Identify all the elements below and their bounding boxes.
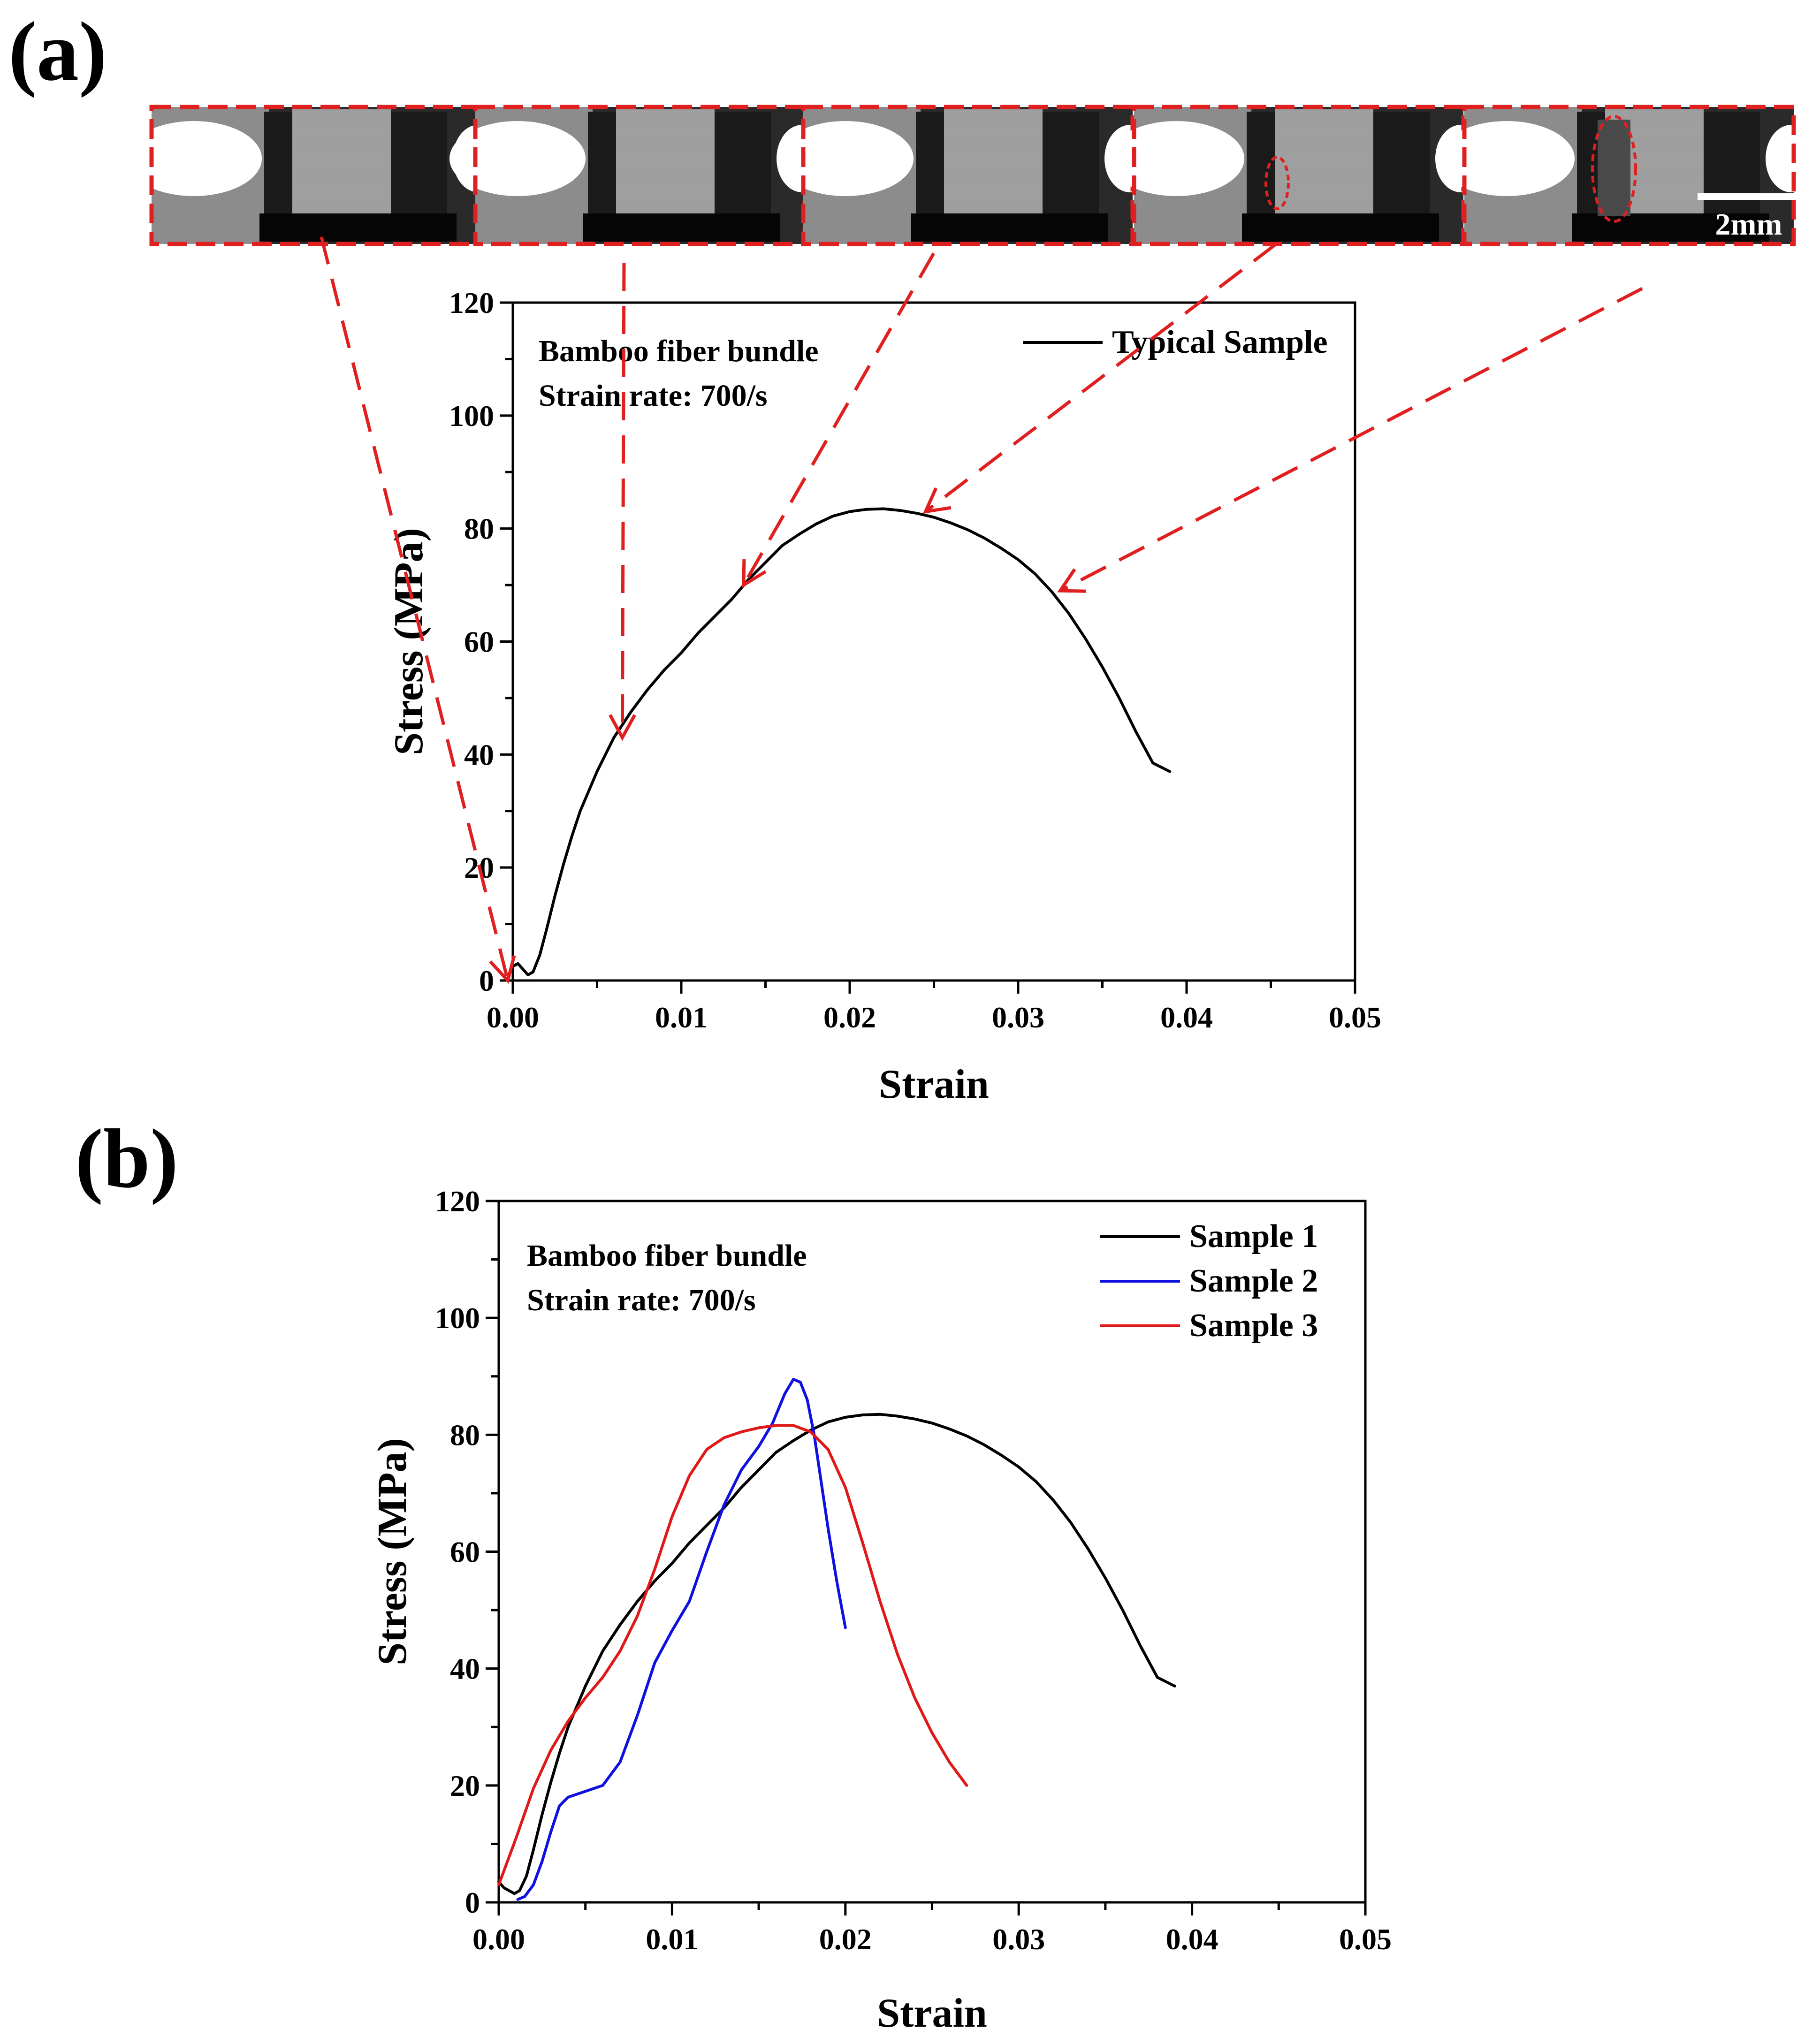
y-tick-label: 100 bbox=[449, 399, 494, 433]
camera-frame-strip bbox=[126, 105, 1817, 246]
series-line-sample-2 bbox=[516, 1378, 847, 1901]
frame-shadow bbox=[911, 213, 1108, 242]
x-tick-label: 0.01 bbox=[646, 1923, 698, 1956]
y-tick-label: 120 bbox=[449, 286, 494, 319]
x-axis-title: Strain bbox=[879, 1062, 989, 1107]
camera-frame bbox=[1108, 105, 1487, 246]
frame-shadow bbox=[259, 213, 457, 242]
crack-region bbox=[1598, 120, 1630, 216]
pointer-arrow-line bbox=[924, 243, 1278, 513]
chart-a: 0.000.010.020.030.040.05020406080100120S… bbox=[386, 286, 1381, 1107]
y-tick-label: 60 bbox=[450, 1535, 480, 1569]
x-tick-label: 0.00 bbox=[487, 1001, 539, 1034]
legend-entry: Typical Sample bbox=[1112, 324, 1328, 360]
frame-glare bbox=[449, 121, 586, 196]
pointer-arrow-line bbox=[620, 262, 626, 738]
y-tick-label: 100 bbox=[435, 1301, 480, 1335]
specimen-texture bbox=[292, 109, 391, 213]
pointer-arrow-line bbox=[1059, 287, 1643, 593]
y-axis-title: Stress (MPa) bbox=[370, 1438, 415, 1665]
y-tick-label: 0 bbox=[479, 964, 494, 997]
chart-annotation-line: Strain rate: 700/s bbox=[527, 1283, 756, 1317]
chart-annotation-line: Bamboo fiber bundle bbox=[539, 334, 819, 368]
frame-dashed-border bbox=[1462, 105, 1796, 246]
x-tick-label: 0.00 bbox=[472, 1923, 525, 1956]
frame-glare bbox=[1766, 125, 1817, 192]
crack-marker bbox=[1264, 156, 1290, 210]
x-tick-label: 0.02 bbox=[823, 1001, 876, 1034]
camera-frame bbox=[126, 105, 504, 246]
x-axis-title: Strain bbox=[877, 1991, 987, 2036]
series-line-sample-3 bbox=[497, 1424, 968, 1886]
series-line-typical-sample bbox=[511, 507, 1172, 976]
y-tick-label: 120 bbox=[435, 1185, 480, 1218]
frame-glare bbox=[1108, 121, 1244, 196]
specimen-texture bbox=[1275, 109, 1373, 213]
y-tick-label: 60 bbox=[464, 625, 494, 659]
scale-bar-label: 2mm bbox=[1715, 207, 1782, 242]
frame-pointer-arrows bbox=[320, 236, 1643, 984]
x-tick-label: 0.05 bbox=[1329, 1001, 1381, 1034]
frame-glare bbox=[1439, 121, 1575, 196]
x-tick-label: 0.02 bbox=[819, 1923, 872, 1956]
pointer-arrow-line bbox=[742, 252, 936, 586]
y-tick-label: 40 bbox=[464, 738, 494, 771]
frame-shadow bbox=[583, 213, 780, 242]
frame-shadow bbox=[1242, 213, 1439, 242]
fracture-marker bbox=[1591, 115, 1637, 223]
camera-frame bbox=[777, 105, 1156, 246]
pointer-arrow-head bbox=[489, 955, 516, 984]
frame-glare bbox=[777, 121, 914, 196]
pointer-arrow-head bbox=[609, 714, 636, 741]
y-tick-label: 40 bbox=[450, 1652, 480, 1686]
x-tick-label: 0.03 bbox=[992, 1923, 1045, 1956]
y-tick-label: 0 bbox=[465, 1886, 480, 1919]
y-axis-title: Stress (MPa) bbox=[386, 528, 432, 755]
y-tick-label: 20 bbox=[450, 1769, 480, 1802]
x-tick-label: 0.01 bbox=[655, 1001, 708, 1034]
pointer-arrow-head bbox=[742, 559, 767, 588]
legend-entry: Sample 3 bbox=[1189, 1307, 1318, 1344]
panel-a-label: (a) bbox=[8, 5, 107, 98]
pointer-arrow-head bbox=[922, 487, 952, 514]
y-tick-label: 80 bbox=[464, 512, 494, 546]
x-tick-label: 0.04 bbox=[1160, 1001, 1213, 1034]
chart-annotation-line: Bamboo fiber bundle bbox=[527, 1239, 807, 1273]
camera-frame bbox=[449, 105, 828, 246]
legend-entry: Sample 2 bbox=[1189, 1263, 1318, 1299]
specimen-texture bbox=[944, 109, 1043, 213]
pointer-arrow-head bbox=[1057, 568, 1086, 593]
x-tick-label: 0.03 bbox=[992, 1001, 1044, 1034]
scale-bar-line bbox=[1698, 193, 1800, 200]
x-tick-label: 0.04 bbox=[1166, 1923, 1218, 1956]
legend-entry: Sample 1 bbox=[1189, 1218, 1318, 1254]
scale-bar: 2mm bbox=[1698, 193, 1800, 242]
chart-annotation-line: Strain rate: 700/s bbox=[539, 379, 768, 413]
y-tick-label: 80 bbox=[450, 1418, 480, 1452]
series-line-sample-1 bbox=[497, 1413, 1176, 1895]
x-tick-label: 0.05 bbox=[1339, 1923, 1392, 1956]
specimen-texture bbox=[616, 109, 715, 213]
frame-glare bbox=[126, 121, 262, 196]
chart-b: 0.00 0.01 0.02 0.03 0.04 0.05 0 20 40 60 80 100 120 S… bbox=[370, 1185, 1392, 2036]
panel-b-label: (b) bbox=[75, 1112, 178, 1205]
